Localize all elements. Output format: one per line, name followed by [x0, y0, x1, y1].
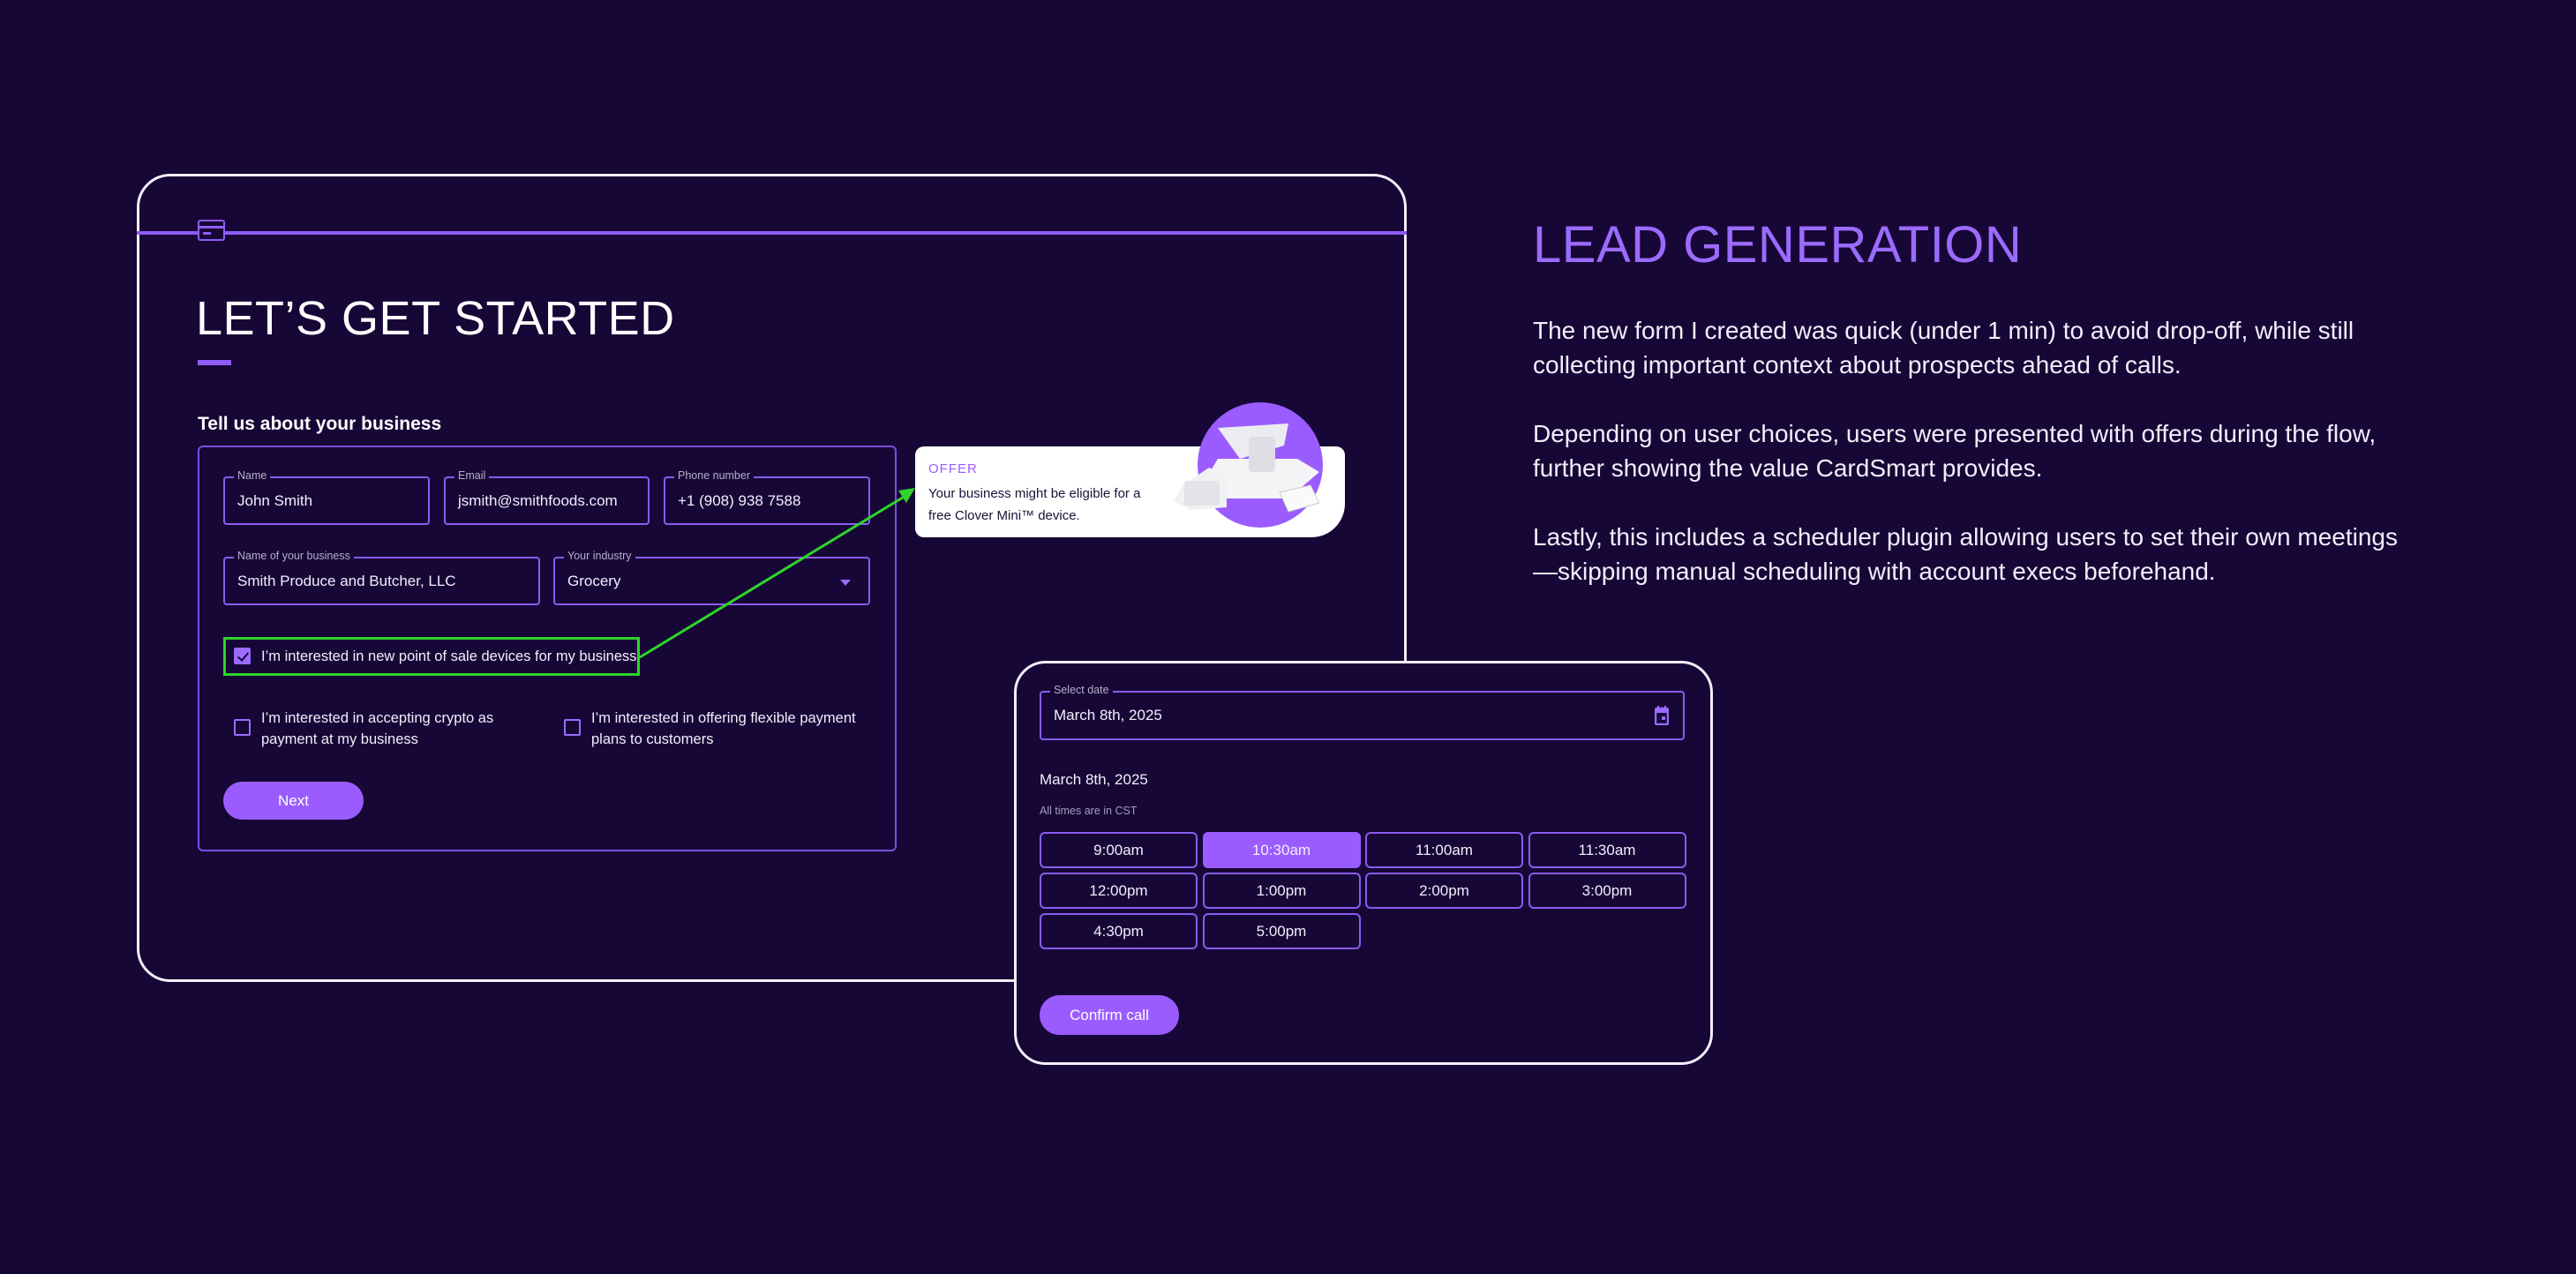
time-slot-button[interactable]: 11:00am	[1365, 832, 1523, 868]
phone-field[interactable]: Phone number +1 (908) 938 7588	[664, 469, 870, 525]
description-paragraph: Depending on user choices, users were pr…	[1533, 420, 2377, 482]
industry-select[interactable]: Your industry Grocery	[553, 550, 870, 605]
calendar-icon[interactable]	[1655, 706, 1669, 725]
crypto-checkbox[interactable]	[234, 719, 251, 736]
time-slot-button[interactable]: 11:30am	[1528, 832, 1686, 868]
offer-title: OFFER	[928, 461, 978, 476]
field-value: +1 (908) 938 7588	[678, 492, 801, 509]
time-slot-button[interactable]: 9:00am	[1040, 832, 1198, 868]
business-name-field[interactable]: Name of your business Smith Produce and B…	[223, 550, 540, 605]
next-button[interactable]: Next	[223, 782, 364, 820]
select-date-field[interactable]: Select date March 8th, 2025	[1040, 684, 1685, 740]
field-label: Select date	[1050, 684, 1113, 696]
name-field[interactable]: Name John Smith	[223, 469, 430, 525]
selected-date-heading: March 8th, 2025	[1040, 771, 1148, 788]
field-value: Grocery	[567, 573, 621, 589]
description-paragraph: The new form I created was quick (under …	[1533, 317, 2354, 378]
payment-plans-checkbox[interactable]	[564, 719, 581, 736]
highlight-box	[223, 637, 640, 676]
checkbox-label: I’m interested in offering flexible paym…	[591, 710, 856, 747]
checkbox-label: I’m interested in new point of sale devi…	[261, 648, 637, 664]
time-slot-button[interactable]: 12:00pm	[1040, 873, 1198, 909]
pos-devices-checkbox[interactable]	[234, 648, 251, 664]
section-title: LEAD GENERATION	[1533, 216, 2023, 274]
credit-card-icon	[198, 220, 225, 241]
field-value: John Smith	[237, 492, 313, 509]
clover-device-image	[1174, 402, 1323, 528]
field-label: Email	[454, 469, 490, 482]
field-value: Smith Produce and Butcher, LLC	[237, 573, 456, 589]
timezone-note: All times are in CST	[1040, 805, 1138, 817]
time-slot-button[interactable]: 3:00pm	[1528, 873, 1686, 909]
description-paragraph: Lastly, this includes a scheduler plugin…	[1533, 523, 2398, 585]
arrow-head-icon	[898, 488, 915, 503]
title-underline	[198, 360, 231, 365]
dropdown-arrow-icon	[840, 580, 851, 586]
arrow-line	[639, 494, 906, 659]
section-label: Tell us about your business	[198, 414, 442, 434]
field-value: jsmith@smithfoods.com	[458, 492, 618, 509]
business-form	[198, 446, 897, 851]
confirm-call-button[interactable]: Confirm call	[1040, 995, 1179, 1035]
time-slot-button[interactable]: 10:30am	[1202, 832, 1361, 868]
field-value: March 8th, 2025	[1054, 707, 1162, 723]
page-title: LET’S GET STARTED	[196, 292, 675, 345]
window-header-line	[137, 231, 1407, 235]
field-label: Name	[234, 469, 271, 482]
field-label: Phone number	[674, 469, 755, 482]
time-slot-button[interactable]: 1:00pm	[1202, 873, 1361, 909]
field-label: Your industry	[564, 550, 635, 562]
email-field[interactable]: Email jsmith@smithfoods.com	[444, 469, 650, 525]
time-slot-button[interactable]: 5:00pm	[1202, 913, 1361, 949]
field-label: Name of your business	[234, 550, 354, 562]
checkbox-label: I’m interested in accepting crypto as pa…	[261, 710, 494, 747]
time-slot-button[interactable]: 2:00pm	[1365, 873, 1523, 909]
time-slot-button[interactable]: 4:30pm	[1040, 913, 1198, 949]
browser-window-frame	[137, 174, 1407, 982]
offer-text: Your business might be eligible for a fr…	[928, 486, 1141, 523]
